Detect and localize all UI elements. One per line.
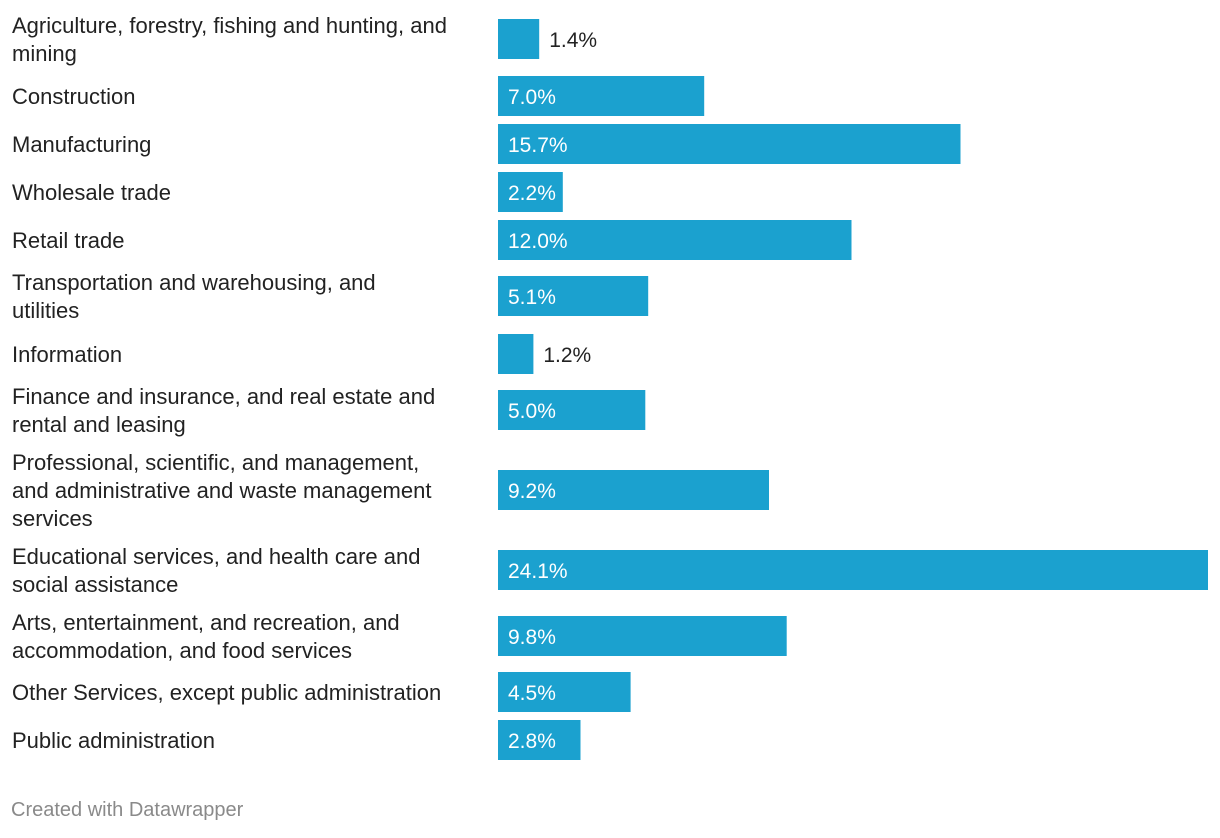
category-label-agriculture-forestry-fishing-and-hunting-and-mining: Agriculture, forestry, fishing and hunti… [12,13,447,66]
value-label-wholesale-trade: 2.2% [508,182,556,205]
value-label-educational-services-and-health-care-and-social-assistance: 24.1% [508,560,568,583]
value-label-finance-and-insurance-and-real-estate-and-rental-and-leasing: 5.0% [508,400,556,423]
category-label-manufacturing: Manufacturing [12,132,151,157]
category-label-information: Information [12,342,122,367]
bar-educational-services-and-health-care-and-social-assistance [498,550,1208,590]
value-label-agriculture-forestry-fishing-and-hunting-and-mining: 1.4% [549,29,597,52]
value-label-retail-trade: 12.0% [508,230,568,253]
bar-construction [498,76,705,116]
category-label-wholesale-trade: Wholesale trade [12,180,171,205]
value-label-construction: 7.0% [508,86,556,109]
bar-information [498,334,534,374]
bar-transportation-and-warehousing-and-utilities [498,276,649,316]
category-label-finance-and-insurance-and-real-estate-and-rental-and-leasing: Finance and insurance, and real estate a… [12,384,435,437]
value-label-information: 1.2% [543,344,591,367]
bar-finance-and-insurance-and-real-estate-and-rental-and-leasing [498,390,646,430]
bar-wholesale-trade [498,172,563,212]
bar-public-administration [498,720,581,760]
value-label-other-services-except-public-administration: 4.5% [508,682,556,705]
credit-footer: Created with Datawrapper [11,799,244,821]
category-label-professional-scientific-and-management-and-administrative-and-waste-management-services: Professional, scientific, and management… [12,450,431,531]
bar-arts-entertainment-and-recreation-and-accommodation-and-food-services [498,616,787,656]
value-label-arts-entertainment-and-recreation-and-accommodation-and-food-services: 9.8% [508,626,556,649]
bar-retail-trade [498,220,852,260]
category-label-retail-trade: Retail trade [12,228,125,253]
category-label-arts-entertainment-and-recreation-and-accommodation-and-food-services: Arts, entertainment, and recreation, and… [12,610,400,663]
category-label-transportation-and-warehousing-and-utilities: Transportation and warehousing, and utili… [12,270,376,323]
bar-agriculture-forestry-fishing-and-hunting-and-mining [498,19,540,59]
bar-other-services-except-public-administration [498,672,631,712]
category-label-public-administration: Public administration [12,728,215,753]
value-label-transportation-and-warehousing-and-utilities: 5.1% [508,286,556,309]
category-label-other-services-except-public-administration: Other Services, except public administra… [12,680,441,705]
bar-manufacturing [498,124,961,164]
value-label-manufacturing: 15.7% [508,134,568,157]
bar-professional-scientific-and-management-and-administrative-and-waste-management-services [498,470,769,510]
value-label-professional-scientific-and-management-and-administrative-and-waste-management-services: 9.2% [508,480,556,503]
value-label-public-administration: 2.8% [508,730,556,753]
category-label-construction: Construction [12,84,136,109]
category-label-educational-services-and-health-care-and-social-assistance: Educational services, and health care an… [12,544,420,597]
